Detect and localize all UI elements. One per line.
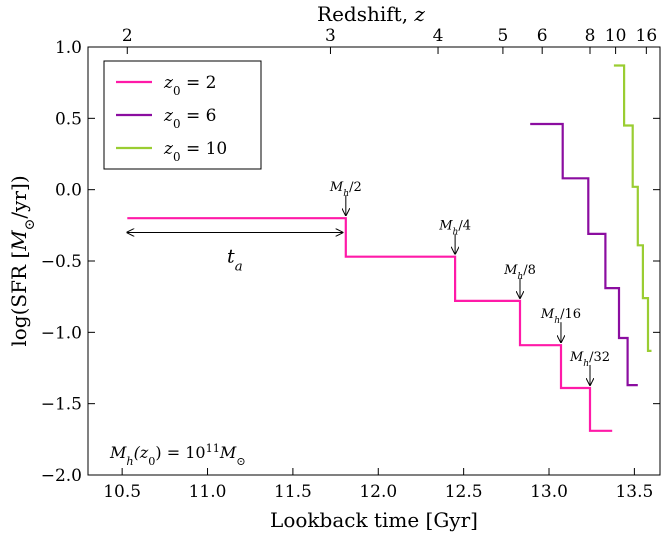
y-tick-label: 1.0 [55, 38, 82, 58]
axes-layer: 10.5 11.0 11.5 12.0 12.5 13.0 13.5 −2.0 −1.5 −1.0… [7, 2, 661, 532]
svg-text:log(SFR [M⊙/yr]): log(SFR [M⊙/yr]) [7, 175, 38, 346]
z-tick-label: 16 [636, 26, 658, 46]
legend-label-1: z0 = 6 [163, 106, 216, 131]
top-axis-title: Redshift, z [317, 2, 425, 26]
y-tick-label: −1.5 [41, 395, 82, 415]
annotation-label-4: Mh/32 [569, 350, 610, 369]
x-tick-label: 13.5 [615, 482, 653, 502]
annotation-label-0: Mh/2 [329, 180, 362, 199]
y-tick-label: −1.0 [41, 323, 82, 343]
legend-label-0: z0 = 2 [163, 73, 216, 98]
y-tick-label: 0.5 [55, 109, 82, 129]
annotation-label-2: Mh/8 [503, 263, 536, 282]
y-tick-label: −2.0 [41, 466, 82, 486]
legend: z0 = 2 z0 = 6 z0 = 10 [103, 60, 262, 170]
x-tick-label: 11.5 [274, 482, 312, 502]
z-tick-label: 8 [585, 26, 596, 46]
y-tick-label: 0.0 [55, 181, 82, 201]
y-axis-title: log(SFR [M⊙/yr]) [7, 175, 38, 346]
z-tick-label: 3 [325, 26, 336, 46]
interval-label: ta [227, 245, 243, 274]
z-tick-label: 4 [433, 26, 444, 46]
series-line-1 [530, 122, 638, 387]
x-tick-label: 10.5 [103, 482, 141, 502]
x-tick-label: 12.0 [359, 482, 397, 502]
y-tick-label: −0.5 [41, 252, 82, 272]
x-tick-label: 12.5 [445, 482, 483, 502]
z-tick-label: 10 [605, 26, 627, 46]
series-line-0 [127, 217, 613, 432]
annotation-layer: Mh/2 Mh/4 Mh/8 Mh/16 Mh/32 ta Mh(z0) = 1011M⊙ [109, 180, 610, 467]
legend-label-2: z0 = 10 [163, 139, 227, 164]
x-tick-label: 11.0 [189, 482, 227, 502]
annotation-label-1: Mh/4 [438, 219, 471, 238]
mass-note: Mh(z0) = 1011M⊙ [109, 442, 246, 468]
series-line-2 [613, 64, 652, 352]
x-tick-label: 13.0 [530, 482, 568, 502]
z-tick-label: 2 [122, 26, 133, 46]
z-tick-label: 5 [497, 26, 508, 46]
annotation-label-3: Mh/16 [540, 307, 581, 326]
z-tick-label: 6 [537, 26, 548, 46]
x-axis-title: Lookback time [Gyr] [270, 508, 478, 532]
series-layer [127, 64, 652, 432]
